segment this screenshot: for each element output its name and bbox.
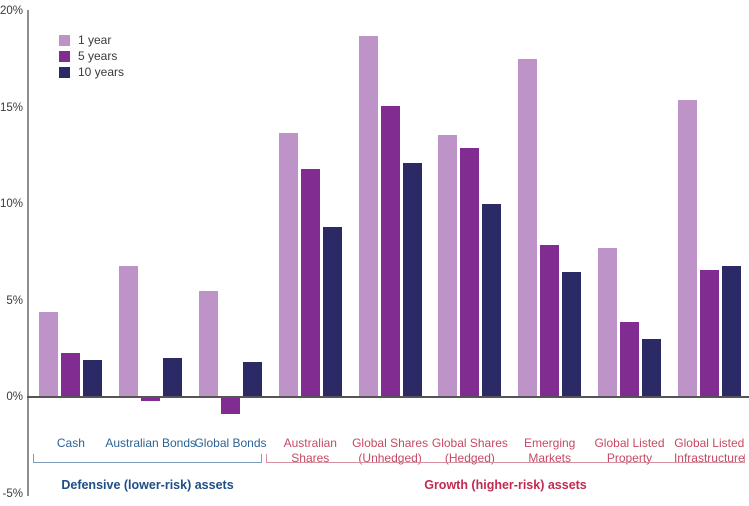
bar-1-year-australian-shares — [278, 132, 298, 397]
bar-10-years-global-shares-hedged- — [482, 204, 502, 397]
bar-1-year-australian-bonds — [119, 265, 139, 397]
defensive-group-bracket — [33, 454, 262, 463]
bar-1-year-global-shares-unhedged- — [358, 36, 378, 397]
y-tick-label: 20% — [0, 5, 24, 17]
bar-1-year-emerging-markets — [518, 59, 538, 397]
growth-group-label: Growth (higher-risk) assets — [424, 478, 587, 492]
legend-item: 5 years — [59, 50, 124, 62]
bar-5-years-global-listed-property — [620, 321, 639, 397]
bar-10-years-global-listed-property — [642, 339, 661, 397]
bar-1-year-cash — [39, 312, 59, 397]
bar-10-years-global-bonds — [243, 362, 262, 397]
y-tick-label: 15% — [0, 101, 24, 114]
bar-5-years-emerging-markets — [540, 244, 560, 397]
chart-legend: 1 year 5 years 10 years — [59, 34, 124, 82]
category-label-global-listed-infrastructure: Global Listed Infrastructure — [673, 436, 745, 465]
legend-item: 1 year — [59, 34, 124, 46]
legend-label: 1 year — [78, 33, 112, 47]
category-label-global-shares-hedged-: Global Shares (Hedged) — [431, 436, 508, 465]
bar-1-year-global-bonds — [199, 290, 218, 397]
bar-1-year-global-listed-infrastructure — [677, 99, 697, 397]
x-axis-zero-line — [27, 396, 749, 398]
legend-item: 10 years — [59, 66, 124, 78]
legend-swatch-icon — [59, 66, 70, 78]
category-label-australian-bonds: Australian Bonds — [105, 436, 197, 450]
legend-label: 5 years — [78, 49, 118, 63]
category-label-australian-shares: Australian Shares — [283, 436, 337, 465]
y-axis-line — [27, 10, 29, 496]
bar-10-years-australian-shares — [322, 227, 342, 397]
category-label-emerging-markets: Emerging Markets — [524, 436, 576, 465]
bar-10-years-global-shares-unhedged- — [402, 163, 422, 397]
y-tick-label: 0% — [6, 391, 23, 403]
bar-10-years-australian-bonds — [163, 358, 183, 397]
category-label-global-listed-property: Global Listed Property — [594, 436, 665, 465]
y-tick-label: -5% — [2, 487, 23, 500]
legend-label: 10 years — [78, 65, 125, 79]
category-label-global-shares-unhedged-: Global Shares (Unhedged) — [352, 436, 429, 465]
bar-5-years-global-shares-hedged- — [460, 148, 480, 397]
bar-10-years-cash — [83, 360, 103, 397]
bar-5-years-australian-bonds — [141, 397, 161, 401]
category-label-cash: Cash — [56, 436, 85, 450]
bar-5-years-australian-shares — [300, 169, 320, 397]
bar-10-years-emerging-markets — [562, 271, 582, 397]
y-tick-label: 10% — [0, 198, 24, 210]
legend-swatch-icon — [59, 50, 70, 62]
y-tick-label: 5% — [6, 294, 23, 307]
defensive-group-label: Defensive (lower-risk) assets — [61, 478, 234, 492]
bar-10-years-global-listed-infrastructure — [721, 265, 741, 397]
bar-5-years-cash — [61, 352, 81, 397]
growth-group-bracket — [266, 454, 745, 463]
bar-5-years-global-shares-unhedged- — [380, 105, 400, 397]
bar-5-years-global-listed-infrastructure — [699, 269, 719, 397]
bar-5-years-global-bonds — [221, 397, 240, 415]
category-label-global-bonds: Global Bonds — [194, 436, 267, 450]
legend-swatch-icon — [59, 34, 70, 46]
bar-1-year-global-shares-hedged- — [438, 134, 458, 397]
bar-1-year-global-listed-property — [598, 248, 617, 397]
